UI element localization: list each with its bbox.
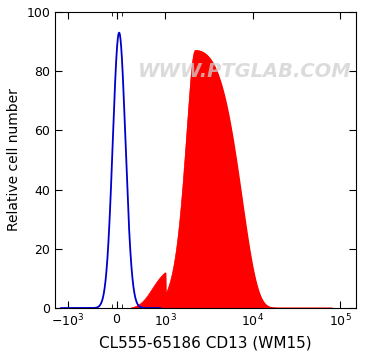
Text: WWW.PTGLAB.COM: WWW.PTGLAB.COM <box>138 62 351 81</box>
X-axis label: CL555-65186 CD13 (WM15): CL555-65186 CD13 (WM15) <box>99 335 312 350</box>
Y-axis label: Relative cell number: Relative cell number <box>7 89 21 231</box>
